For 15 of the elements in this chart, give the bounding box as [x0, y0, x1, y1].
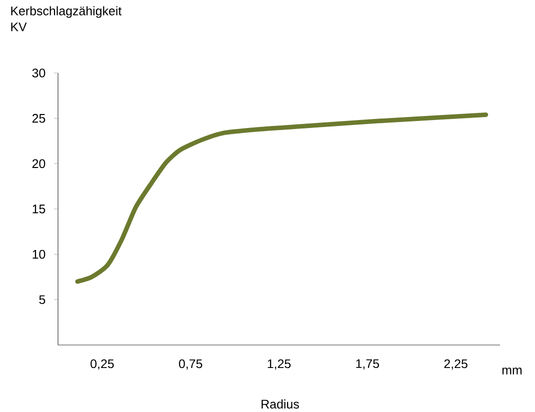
x-tick-label: 0,25 — [90, 359, 114, 370]
y-tick-label: 10 — [32, 250, 46, 259]
y-tick-label: 25 — [32, 114, 46, 123]
x-tick-label: 1,75 — [356, 359, 380, 370]
text: mm — [502, 368, 522, 374]
y-tick-label: 15 — [32, 204, 46, 214]
x-tick-label: 0,75 — [178, 359, 202, 370]
y-tick-label: 20 — [32, 159, 46, 168]
y-tick-label: 5 — [39, 295, 46, 304]
y-axis-title: Kerbschlagzähigkeit KV — [11, 6, 122, 32]
y-tick-label: 30 — [32, 68, 46, 78]
x-axis-title: Radius — [262, 399, 299, 409]
x-tick-label: 1,25 — [268, 359, 291, 370]
line-series — [75, 112, 488, 284]
x-tick-label: 2,25 — [444, 359, 468, 370]
